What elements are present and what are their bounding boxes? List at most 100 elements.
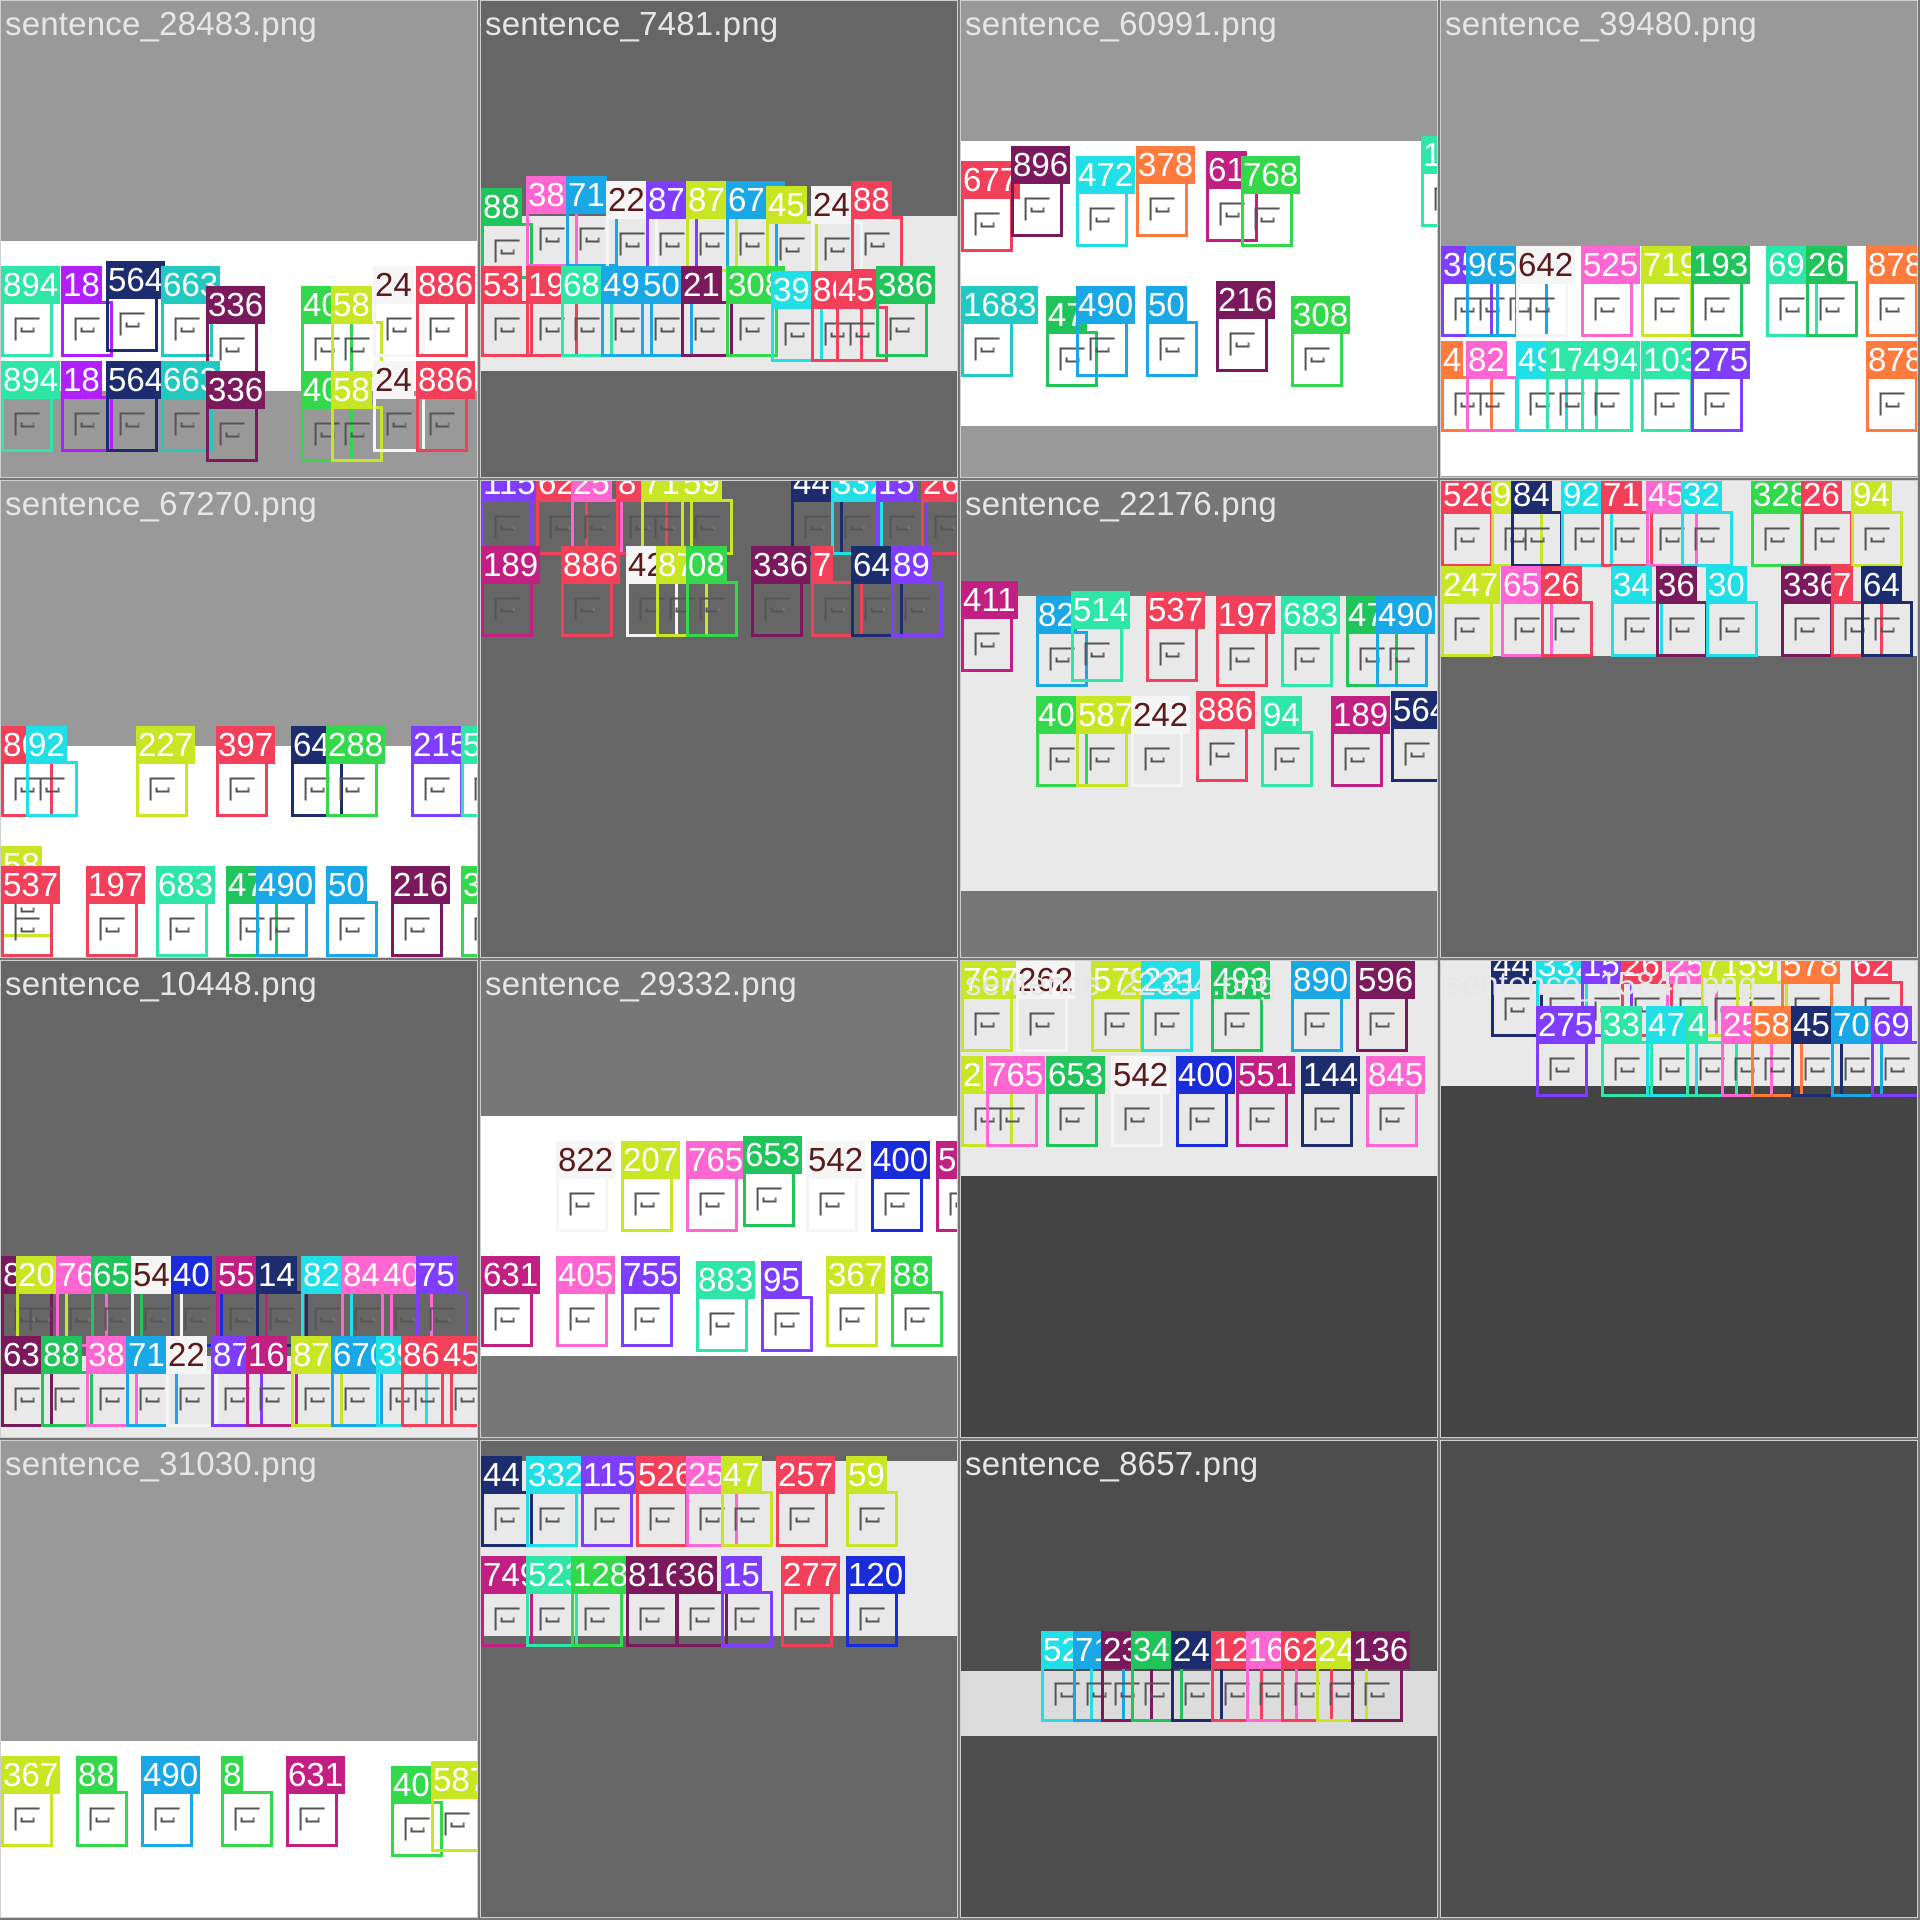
class-label: 242 — [1131, 696, 1191, 734]
cuneiform-glyph — [14, 412, 40, 436]
class-label: 65 — [1501, 566, 1542, 604]
class-label: 8 — [221, 1756, 244, 1794]
detection-box: 16 — [246, 1336, 298, 1427]
detection-box: 24 — [373, 361, 425, 452]
detection-box: 216 — [391, 866, 451, 957]
detection-box: 82 — [301, 1256, 353, 1347]
class-label: 88 — [851, 181, 892, 219]
cuneiform-glyph — [1224, 1012, 1250, 1036]
class-label: 128 — [571, 1556, 631, 1594]
detection-box: 653 — [1046, 1056, 1106, 1147]
cuneiform-glyph — [474, 777, 477, 801]
detection-box: 542 — [806, 1141, 866, 1232]
cuneiform-glyph — [864, 597, 890, 621]
cuneiform-glyph — [234, 1807, 260, 1831]
cuneiform-glyph — [429, 412, 455, 436]
detection-box: 194 — [1421, 136, 1437, 227]
cuneiform-glyph — [1304, 1012, 1330, 1036]
cuneiform-glyph — [1454, 617, 1480, 641]
detection-box: 69 — [1766, 246, 1818, 337]
class-label: 26 — [1806, 246, 1847, 284]
class-label: 216 — [1216, 281, 1276, 319]
class-label: 87 — [686, 181, 727, 219]
cuneiform-glyph — [339, 917, 365, 941]
cuneiform-glyph — [494, 1307, 520, 1331]
class-label: 845 — [1366, 1056, 1426, 1094]
cuneiform-glyph — [1089, 747, 1115, 771]
detection-box: 34 — [1611, 566, 1663, 657]
cuneiform-glyph — [699, 597, 725, 621]
detection-box: 514 — [1071, 591, 1131, 682]
cuneiform-glyph — [1614, 527, 1640, 551]
cuneiform-glyph — [14, 1387, 40, 1411]
cuneiform-glyph — [179, 1387, 205, 1411]
cuneiform-glyph — [1669, 617, 1695, 641]
detection-box: 15 — [876, 481, 928, 555]
detection-box: 53 — [481, 266, 533, 357]
cuneiform-glyph — [1254, 207, 1280, 231]
detection-box: 336 — [206, 371, 266, 462]
cuneiform-glyph — [229, 777, 255, 801]
detection-box: 36 — [676, 1556, 728, 1647]
cuneiform-glyph — [974, 337, 1000, 361]
cuneiform-glyph — [1144, 1682, 1170, 1706]
cuneiform-glyph — [1159, 337, 1185, 361]
class-label: 490 — [1376, 596, 1436, 634]
class-label: 45 — [1791, 1006, 1832, 1044]
class-label: 378 — [1136, 146, 1196, 184]
cuneiform-glyph — [614, 317, 640, 341]
detection-box: 587 — [431, 1761, 477, 1852]
class-label: 82 — [1036, 596, 1077, 634]
cuneiform-glyph — [494, 1507, 520, 1531]
detection-box: 257 — [776, 1456, 836, 1547]
detection-box: 40 — [391, 1766, 443, 1857]
detection-box: 845 — [1366, 1056, 1426, 1147]
cuneiform-glyph — [429, 1307, 455, 1331]
detection-box: 22 — [166, 1336, 218, 1427]
detection-box: 564 — [1391, 691, 1437, 782]
cuneiform-glyph — [774, 1312, 800, 1336]
filename-label: sentence_28483.png — [5, 5, 317, 42]
cuneiform-glyph — [1434, 187, 1437, 211]
class-label: 537 — [1, 866, 61, 904]
class-label: 45 — [766, 186, 807, 224]
image-tile: 767 262 579 221 493 890 596 2 765 653 542 400 551 144… — [960, 960, 1438, 1438]
class-label: 24 — [373, 361, 414, 399]
detection-box: 75 — [416, 1256, 468, 1347]
cuneiform-glyph — [139, 1387, 165, 1411]
detection-box: 26 — [1806, 246, 1858, 337]
image-tile — [1440, 1440, 1918, 1918]
detection-box: 490 — [1076, 286, 1136, 377]
detection-box: 400 — [871, 1141, 931, 1232]
cuneiform-glyph — [1779, 297, 1805, 321]
filename-label: sentence_31030.png — [5, 1445, 317, 1482]
detection-box: 551 — [1236, 1056, 1296, 1147]
cuneiform-glyph — [1864, 527, 1890, 551]
cuneiform-glyph — [219, 337, 245, 361]
class-label: 84 — [1511, 481, 1552, 514]
cuneiform-glyph — [99, 1387, 125, 1411]
detection-box: 86 — [401, 1336, 453, 1427]
detection-box: 65 — [1501, 566, 1553, 657]
detection-box: 18 — [61, 361, 113, 452]
detection-box: 277 — [781, 1556, 841, 1647]
detection-box: 62 — [1281, 1631, 1333, 1722]
detection-box: 88 — [891, 1256, 943, 1347]
detection-box: 193 — [1691, 246, 1751, 337]
class-label: 55 — [216, 1256, 257, 1294]
filename-label: sentence_7481.png — [485, 5, 779, 42]
detection-box: 328 — [1751, 481, 1811, 567]
cuneiform-glyph — [1559, 392, 1585, 416]
cuneiform-glyph — [734, 1507, 760, 1531]
tablet-strip — [961, 596, 1437, 891]
class-label: 39 — [771, 271, 812, 309]
image-tile: 115 62 25 87 71 59 44 332 15 26 189 886 42 87 08 336 7 64… — [480, 480, 958, 958]
cuneiform-glyph — [229, 1307, 255, 1331]
cuneiform-glyph — [54, 1387, 80, 1411]
image-tile: 526 9 84 92 71 45 32 328 26 94 247 65 26 34 36 30 336 7 64 — [1440, 480, 1918, 958]
detection-box: 526 — [1441, 481, 1501, 567]
cuneiform-glyph — [734, 1607, 760, 1631]
cuneiform-glyph — [654, 317, 680, 341]
class-label: 14 — [256, 1256, 297, 1294]
cuneiform-glyph — [584, 515, 610, 539]
